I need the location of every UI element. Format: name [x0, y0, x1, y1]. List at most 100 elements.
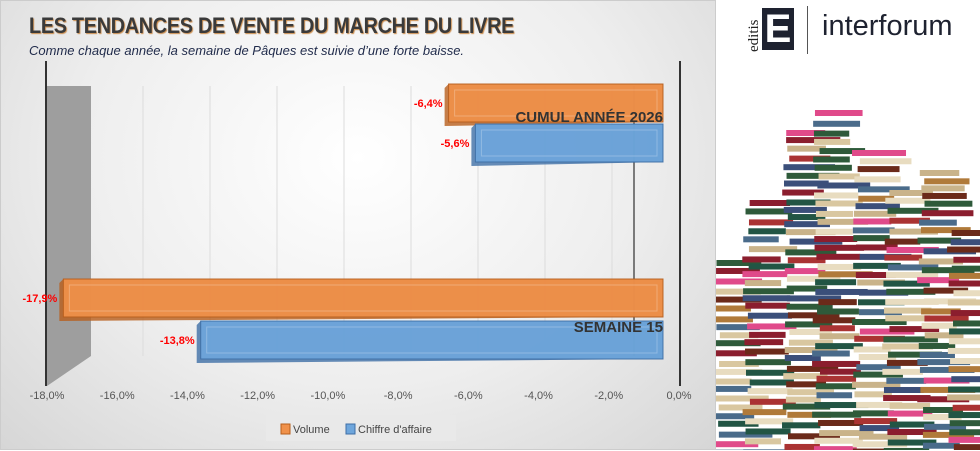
x-tick-label: -16,0%	[100, 390, 135, 402]
book-spine	[882, 369, 923, 375]
category-label: CUMUL ANNÉE 2026	[515, 109, 663, 126]
book-spine	[814, 131, 849, 137]
book-spine	[947, 394, 980, 400]
book-spine	[814, 446, 857, 450]
book-spine	[949, 429, 980, 435]
book-spine	[954, 444, 980, 450]
book-spine	[884, 255, 922, 261]
book-spine	[922, 193, 967, 199]
book-spine	[853, 235, 889, 241]
book-spine	[952, 230, 980, 236]
logo-editis-text: editis	[746, 20, 763, 53]
book-spine	[949, 281, 980, 287]
book-spine	[952, 266, 980, 272]
book-image-panel	[716, 0, 980, 450]
book-spine	[948, 348, 980, 354]
books-illustration	[716, 0, 980, 450]
data-label: -17,9%	[22, 293, 57, 305]
book-spine	[816, 229, 853, 235]
book-spine	[742, 256, 780, 262]
book-spine	[820, 333, 860, 339]
x-tick-label: -4,0%	[524, 390, 553, 402]
legend-swatch-volume	[281, 424, 290, 434]
data-label: -6,4%	[414, 98, 443, 110]
book-spine	[921, 185, 964, 191]
book-spine	[884, 387, 924, 393]
book-spine	[745, 349, 789, 355]
book-spine	[924, 178, 969, 184]
book-spine	[813, 317, 856, 323]
book-spine	[716, 386, 751, 392]
book-spine	[816, 383, 856, 389]
book-spine	[748, 228, 786, 234]
book-spine	[748, 388, 793, 394]
book-spine	[953, 320, 980, 326]
book-spine	[919, 220, 957, 226]
data-label: -13,8%	[160, 335, 195, 347]
book-spine	[814, 192, 858, 198]
book-spine	[885, 315, 930, 321]
x-tick-label: -18,0%	[30, 390, 65, 402]
book-spine	[953, 405, 980, 411]
book-spine	[813, 121, 860, 127]
x-tick-label: -10,0%	[310, 390, 345, 402]
book-spine	[815, 110, 863, 116]
book-spine	[858, 166, 900, 172]
book-spine	[953, 257, 980, 263]
book-spine	[951, 310, 980, 316]
book-spine	[885, 239, 920, 245]
x-tick-label: -14,0%	[170, 390, 205, 402]
book-spine	[816, 254, 860, 260]
book-spine	[949, 366, 980, 372]
book-spine	[920, 170, 959, 176]
book-spine	[742, 271, 787, 277]
book-spine	[745, 303, 790, 309]
book-spine	[852, 150, 906, 156]
book-spine	[820, 325, 855, 331]
chart-panel: LES TENDANCES DE VENTE DU MARCHE DU LIVR…	[0, 0, 716, 450]
x-tick-label: -8,0%	[384, 390, 413, 402]
book-spine	[948, 299, 980, 305]
book-spine	[743, 295, 790, 301]
book-spine	[745, 359, 791, 365]
x-tick-label: -2,0%	[594, 390, 623, 402]
book-spine	[782, 422, 820, 428]
x-tick-label: 0,0%	[666, 390, 691, 402]
book-spine	[813, 156, 850, 162]
book-spine	[817, 376, 857, 382]
data-label: -5,6%	[441, 138, 470, 150]
book-spine	[951, 376, 980, 382]
book-spine	[750, 200, 790, 206]
book-spine	[748, 313, 792, 319]
book-spine	[953, 290, 980, 296]
x-tick-label: -6,0%	[454, 390, 483, 402]
book-spine	[786, 397, 821, 403]
book-spine	[817, 392, 853, 398]
book-spine	[814, 236, 857, 242]
logo-editis-e: E	[762, 8, 794, 50]
bar-chart: -18,0% -16,0% -14,0% -12,0% -10,0% -8,0% -6,0%…	[1, 1, 717, 451]
legend-label-volume: Volume	[293, 424, 330, 436]
book-spine	[949, 273, 980, 279]
book-spine	[716, 379, 752, 385]
book-spine	[925, 201, 973, 207]
book-spine	[812, 350, 850, 356]
book-spine	[818, 299, 856, 305]
book-spine	[743, 409, 787, 415]
book-spine	[815, 279, 856, 285]
book-spine	[815, 165, 852, 171]
book-spine	[949, 437, 980, 443]
side-wall	[47, 86, 91, 386]
book-spine	[743, 236, 778, 242]
book-spine	[853, 218, 891, 224]
logo-divider	[807, 6, 808, 54]
book-spine	[745, 280, 781, 286]
book-spine	[817, 308, 859, 314]
book-spine	[947, 247, 980, 253]
book-spine	[853, 227, 895, 233]
category-label: SEMAINE 15	[574, 319, 663, 336]
book-spine	[949, 328, 980, 334]
book-spine	[950, 358, 980, 364]
book-spine	[853, 410, 894, 416]
x-tick-label: -12,0%	[240, 390, 275, 402]
